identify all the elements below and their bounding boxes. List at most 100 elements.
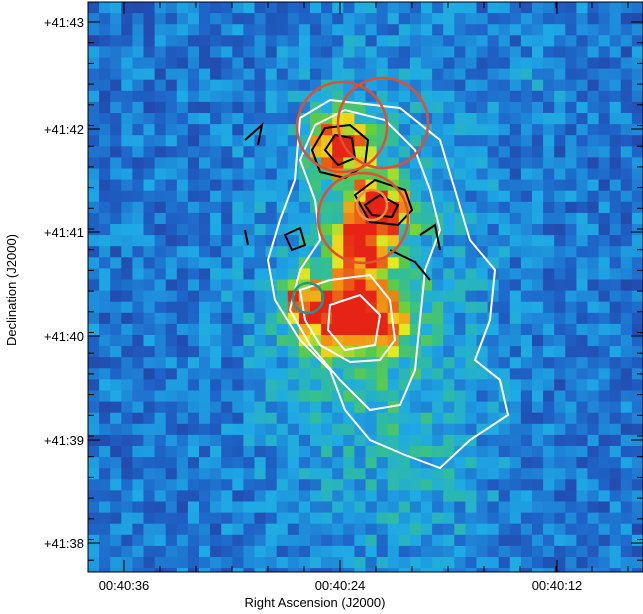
image-pixel bbox=[365, 268, 377, 280]
image-pixel bbox=[176, 323, 189, 336]
image-pixel bbox=[221, 301, 233, 314]
image-pixel bbox=[99, 557, 111, 569]
image-pixel bbox=[509, 201, 522, 214]
image-pixel bbox=[587, 479, 599, 491]
image-pixel bbox=[132, 301, 144, 314]
image-pixel bbox=[598, 290, 611, 303]
image-pixel bbox=[176, 224, 189, 236]
image-pixel bbox=[409, 534, 422, 547]
image-pixel bbox=[199, 368, 211, 380]
image-pixel bbox=[265, 224, 278, 236]
image-pixel bbox=[254, 423, 266, 436]
image-pixel bbox=[276, 268, 289, 280]
image-pixel bbox=[421, 523, 433, 536]
image-pixel bbox=[199, 412, 211, 425]
image-pixel bbox=[409, 235, 422, 247]
image-pixel bbox=[432, 124, 444, 136]
image-pixel bbox=[609, 179, 622, 192]
image-pixel bbox=[154, 301, 167, 314]
image-pixel bbox=[232, 390, 244, 402]
image-pixel bbox=[365, 46, 377, 58]
image-pixel bbox=[576, 312, 588, 325]
image-pixel bbox=[598, 35, 611, 47]
image-pixel bbox=[465, 501, 477, 513]
image-pixel bbox=[310, 468, 322, 480]
image-pixel bbox=[187, 523, 200, 536]
image-pixel bbox=[631, 290, 643, 303]
image-pixel bbox=[520, 279, 533, 291]
image-pixel bbox=[609, 46, 622, 58]
image-pixel bbox=[343, 545, 355, 558]
image-pixel bbox=[287, 35, 300, 47]
image-pixel bbox=[476, 412, 488, 425]
image-pixel bbox=[365, 557, 377, 569]
image-pixel bbox=[298, 423, 311, 436]
image-pixel bbox=[409, 101, 422, 114]
image-pixel bbox=[543, 468, 555, 480]
image-pixel bbox=[132, 479, 144, 491]
image-pixel bbox=[487, 2, 500, 14]
image-pixel bbox=[332, 357, 344, 369]
image-pixel bbox=[631, 257, 643, 269]
image-pixel bbox=[565, 312, 577, 325]
image-pixel bbox=[376, 368, 389, 380]
image-pixel bbox=[520, 312, 533, 325]
image-pixel bbox=[487, 457, 500, 469]
image-pixel bbox=[243, 468, 255, 480]
image-pixel bbox=[176, 279, 189, 291]
image-pixel bbox=[265, 545, 278, 558]
image-pixel bbox=[498, 401, 511, 414]
image-pixel bbox=[99, 412, 111, 425]
image-pixel bbox=[598, 2, 611, 14]
image-pixel bbox=[254, 57, 266, 69]
image-pixel bbox=[132, 279, 144, 291]
image-pixel bbox=[565, 212, 577, 225]
image-pixel bbox=[387, 479, 400, 491]
image-pixel bbox=[221, 512, 233, 525]
image-pixel bbox=[421, 135, 433, 147]
regions bbox=[291, 76, 430, 315]
image-pixel bbox=[132, 557, 144, 569]
image-pixel bbox=[587, 335, 599, 347]
image-pixel bbox=[598, 568, 611, 572]
image-pixel bbox=[88, 534, 100, 547]
image-pixel bbox=[543, 512, 555, 525]
image-pixel bbox=[276, 512, 289, 525]
image-pixel bbox=[321, 446, 333, 458]
image-pixel bbox=[620, 557, 633, 569]
image-pixel bbox=[421, 490, 433, 502]
image-pixel bbox=[498, 335, 511, 347]
image-pixel bbox=[387, 457, 400, 469]
image-pixel bbox=[354, 479, 366, 491]
image-pixel bbox=[532, 68, 544, 81]
image-pixel bbox=[576, 268, 588, 280]
image-pixel bbox=[398, 146, 411, 158]
image-pixel bbox=[443, 79, 455, 92]
image-pixel bbox=[176, 24, 189, 36]
image-pixel bbox=[631, 323, 643, 336]
image-pixel bbox=[609, 379, 622, 391]
image-pixel bbox=[498, 379, 511, 391]
image-pixel bbox=[409, 24, 422, 36]
image-pixel bbox=[432, 157, 444, 169]
image-pixel bbox=[454, 279, 466, 291]
image-pixel bbox=[176, 479, 189, 491]
image-pixel bbox=[576, 146, 588, 158]
image-pixel bbox=[165, 246, 178, 258]
image-pixel bbox=[454, 157, 466, 169]
image-pixel bbox=[432, 390, 444, 402]
image-pixel bbox=[332, 346, 344, 358]
image-pixel bbox=[165, 457, 178, 469]
image-pixel bbox=[587, 290, 599, 303]
image-pixel bbox=[398, 434, 411, 447]
image-pixel bbox=[143, 468, 155, 480]
image-pixel bbox=[587, 368, 599, 380]
image-pixel bbox=[321, 557, 333, 569]
image-pixel bbox=[454, 257, 466, 269]
image-pixel bbox=[121, 201, 133, 214]
image-pixel bbox=[487, 379, 500, 391]
image-pixel bbox=[343, 457, 355, 469]
image-pixel bbox=[276, 212, 289, 225]
image-pixel bbox=[276, 568, 289, 572]
image-pixel bbox=[543, 68, 555, 81]
